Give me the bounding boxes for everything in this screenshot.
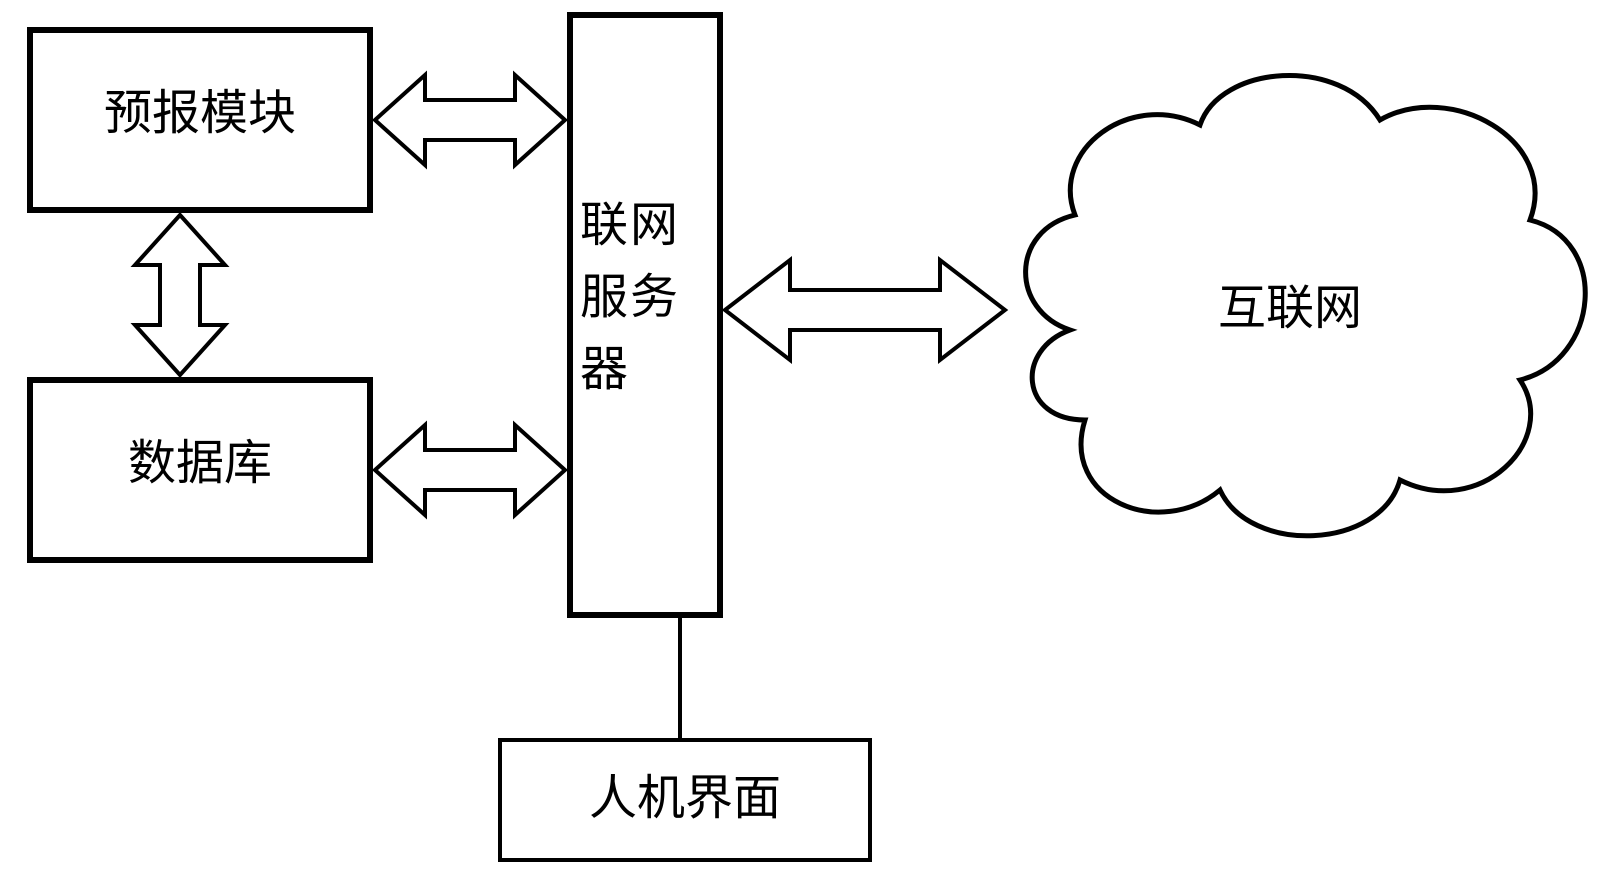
label-ui: 人机界面 bbox=[500, 770, 870, 828]
arrow-server-internet bbox=[725, 260, 1005, 360]
arrow-forecast-server bbox=[375, 75, 565, 165]
arrow-forecast-database bbox=[135, 215, 225, 375]
label-internet: 互联网 bbox=[1140, 280, 1440, 338]
label-forecast: 预报模块 bbox=[30, 85, 370, 143]
label-server: 联网服务器 bbox=[580, 190, 710, 406]
label-database: 数据库 bbox=[30, 435, 370, 493]
arrow-database-server bbox=[375, 425, 565, 515]
diagram-container: 预报模块 数据库 联网服务器 人机界面 互联网 bbox=[0, 0, 1618, 884]
